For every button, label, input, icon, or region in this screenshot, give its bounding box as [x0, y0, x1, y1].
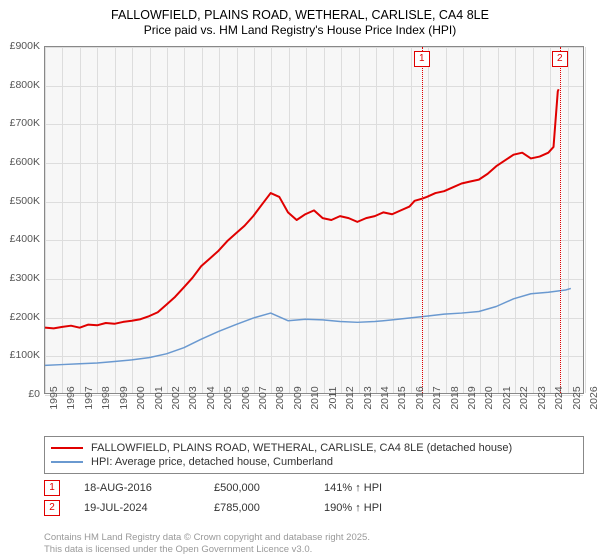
event-pct-2: 190% ↑ HPI	[324, 502, 382, 514]
legend-swatch-hpi	[51, 461, 83, 463]
footer-line-1: Contains HM Land Registry data © Crown c…	[44, 532, 584, 544]
chart-title-block: FALLOWFIELD, PLAINS ROAD, WETHERAL, CARL…	[0, 0, 600, 39]
legend-swatch-price-paid	[51, 447, 83, 449]
x-tick-label: 2014	[379, 386, 391, 409]
chart-plot-area: 12	[44, 46, 584, 394]
x-tick-label: 1996	[65, 386, 77, 409]
footer-line-2: This data is licensed under the Open Gov…	[44, 544, 584, 556]
event-marker-1: 1	[44, 480, 60, 496]
x-tick-label: 2004	[205, 386, 217, 409]
x-tick-label: 2026	[588, 386, 600, 409]
x-tick-label: 2016	[414, 386, 426, 409]
series-price_paid	[45, 89, 559, 328]
x-tick-label: 2005	[222, 386, 234, 409]
chart-footer: Contains HM Land Registry data © Crown c…	[44, 532, 584, 556]
x-tick-label: 2024	[553, 386, 565, 409]
y-tick-label: £900K	[0, 40, 40, 52]
legend-label-hpi: HPI: Average price, detached house, Cumb…	[91, 456, 333, 468]
chart-legend: FALLOWFIELD, PLAINS ROAD, WETHERAL, CARL…	[44, 436, 584, 474]
x-tick-label: 1999	[118, 386, 130, 409]
x-tick-label: 2020	[483, 386, 495, 409]
y-tick-label: £300K	[0, 272, 40, 284]
marker-line-2	[560, 47, 561, 393]
marker-line-1	[422, 47, 423, 393]
x-tick-label: 1995	[48, 386, 60, 409]
event-row-1: 1 18-AUG-2016 £500,000 141% ↑ HPI	[44, 478, 584, 498]
x-tick-label: 2012	[344, 386, 356, 409]
legend-row-price-paid: FALLOWFIELD, PLAINS ROAD, WETHERAL, CARL…	[51, 441, 577, 455]
y-tick-label: £700K	[0, 117, 40, 129]
marker-box-1: 1	[414, 51, 430, 67]
marker-box-2: 2	[552, 51, 568, 67]
event-date-2: 19-JUL-2024	[84, 502, 214, 514]
x-tick-label: 2018	[449, 386, 461, 409]
event-marker-2: 2	[44, 500, 60, 516]
event-row-2: 2 19-JUL-2024 £785,000 190% ↑ HPI	[44, 498, 584, 518]
x-tick-label: 2010	[309, 386, 321, 409]
x-tick-label: 2009	[292, 386, 304, 409]
x-tick-label: 1998	[100, 386, 112, 409]
event-price-1: £500,000	[214, 482, 324, 494]
x-tick-label: 2011	[327, 387, 339, 410]
y-tick-label: £400K	[0, 233, 40, 245]
event-price-2: £785,000	[214, 502, 324, 514]
x-tick-label: 2001	[153, 386, 165, 409]
y-tick-label: £0	[0, 388, 40, 400]
x-tick-label: 2000	[135, 386, 147, 409]
x-tick-label: 1997	[83, 386, 95, 409]
legend-label-price-paid: FALLOWFIELD, PLAINS ROAD, WETHERAL, CARL…	[91, 442, 512, 454]
x-tick-label: 2019	[466, 386, 478, 409]
x-tick-label: 2008	[274, 386, 286, 409]
chart-series-svg	[45, 47, 583, 393]
y-tick-label: £200K	[0, 311, 40, 323]
y-tick-label: £600K	[0, 156, 40, 168]
chart-title-line1: FALLOWFIELD, PLAINS ROAD, WETHERAL, CARL…	[10, 8, 590, 22]
x-tick-label: 2006	[240, 386, 252, 409]
y-tick-label: £100K	[0, 349, 40, 361]
x-tick-label: 2021	[501, 386, 513, 409]
x-tick-label: 2023	[536, 386, 548, 409]
chart-title-line2: Price paid vs. HM Land Registry's House …	[10, 23, 590, 37]
x-tick-label: 2002	[170, 386, 182, 409]
x-tick-label: 2007	[257, 386, 269, 409]
x-tick-label: 2015	[396, 386, 408, 409]
x-tick-label: 2013	[362, 386, 374, 409]
y-tick-label: £800K	[0, 79, 40, 91]
event-table: 1 18-AUG-2016 £500,000 141% ↑ HPI 2 19-J…	[44, 478, 584, 518]
y-tick-label: £500K	[0, 195, 40, 207]
event-date-1: 18-AUG-2016	[84, 482, 214, 494]
x-tick-label: 2025	[571, 386, 583, 409]
x-tick-label: 2017	[431, 386, 443, 409]
event-pct-1: 141% ↑ HPI	[324, 482, 382, 494]
series-hpi	[45, 288, 571, 365]
x-tick-label: 2003	[187, 386, 199, 409]
x-tick-label: 2022	[518, 386, 530, 409]
legend-row-hpi: HPI: Average price, detached house, Cumb…	[51, 455, 577, 469]
